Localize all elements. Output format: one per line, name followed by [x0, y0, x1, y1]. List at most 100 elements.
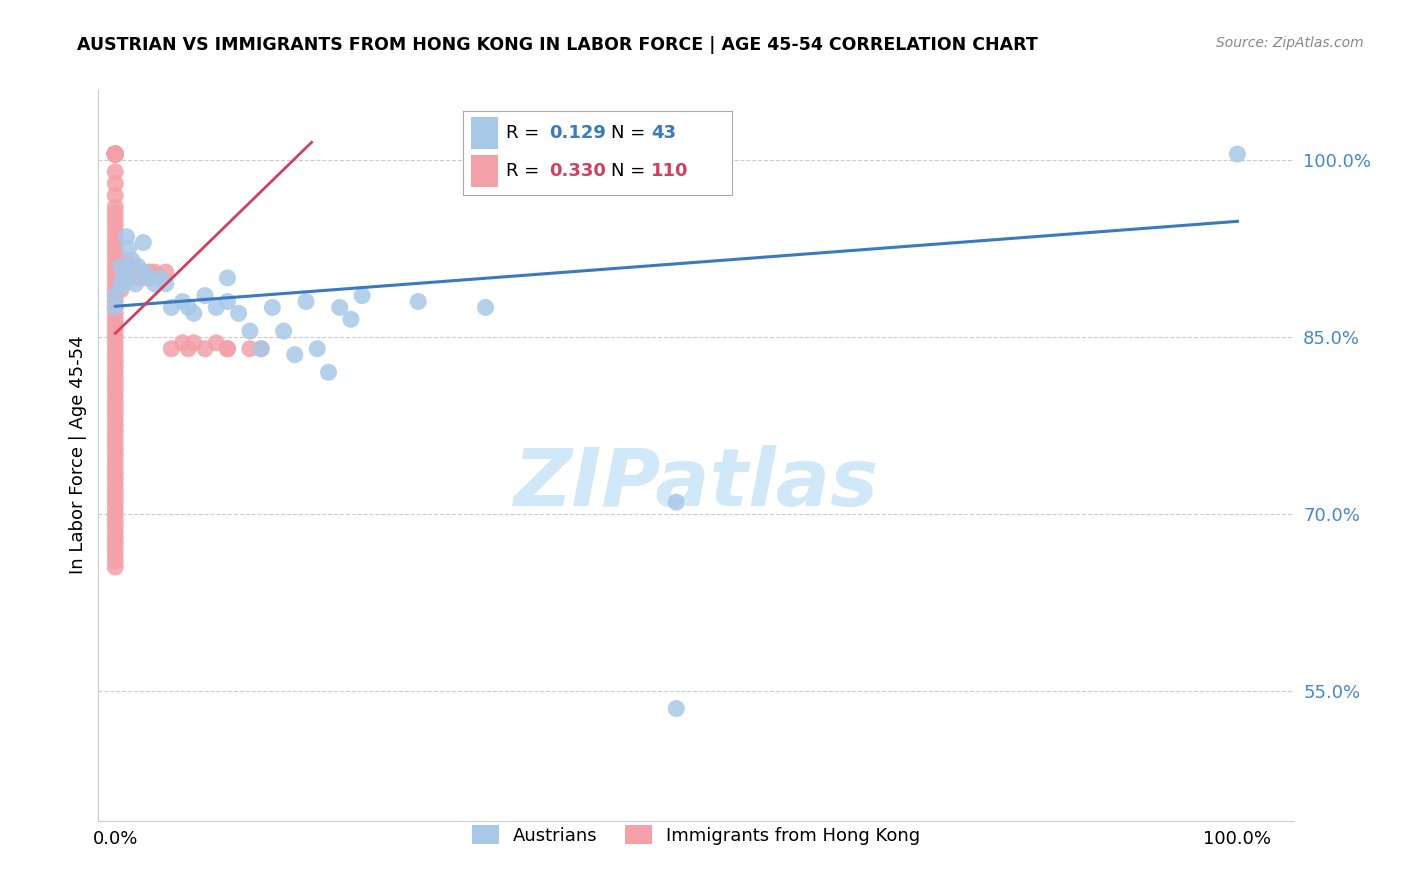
Point	[149, 271, 172, 285]
Point	[665, 701, 688, 715]
Point	[104, 229, 127, 244]
Point	[155, 265, 177, 279]
Point	[104, 318, 127, 333]
Point	[104, 365, 127, 379]
Point	[104, 147, 127, 161]
Point	[172, 335, 194, 350]
Point	[104, 353, 127, 368]
Y-axis label: In Labor Force | Age 45-54: In Labor Force | Age 45-54	[69, 335, 87, 574]
Point	[1226, 147, 1249, 161]
Point	[143, 265, 166, 279]
Point	[127, 271, 149, 285]
Point	[104, 259, 127, 273]
Point	[104, 401, 127, 415]
Point	[104, 425, 127, 439]
Point	[329, 301, 352, 315]
Point	[104, 507, 127, 521]
Point	[239, 342, 262, 356]
Point	[104, 147, 127, 161]
Point	[104, 454, 127, 468]
Point	[104, 348, 127, 362]
Point	[104, 177, 127, 191]
Point	[177, 342, 200, 356]
Point	[104, 477, 127, 491]
Point	[104, 560, 127, 574]
Point	[104, 253, 127, 268]
Point	[104, 466, 127, 480]
Point	[239, 324, 262, 338]
Point	[217, 342, 239, 356]
Point	[104, 147, 127, 161]
Legend: Austrians, Immigrants from Hong Kong: Austrians, Immigrants from Hong Kong	[464, 818, 928, 852]
Point	[112, 265, 135, 279]
Point	[112, 271, 135, 285]
Point	[194, 288, 217, 302]
Point	[104, 513, 127, 527]
Text: ZIPatlas: ZIPatlas	[513, 445, 879, 524]
Point	[295, 294, 318, 309]
Point	[104, 383, 127, 397]
Point	[104, 442, 127, 456]
Point	[665, 495, 688, 509]
Point	[104, 495, 127, 509]
Point	[104, 211, 127, 226]
Point	[104, 306, 127, 320]
Point	[104, 471, 127, 485]
Point	[110, 265, 132, 279]
Point	[121, 265, 143, 279]
Point	[104, 412, 127, 426]
Point	[104, 165, 127, 179]
Point	[284, 348, 307, 362]
Point	[132, 265, 155, 279]
Point	[160, 342, 183, 356]
Point	[183, 335, 205, 350]
Point	[104, 536, 127, 550]
Point	[205, 335, 228, 350]
Point	[138, 265, 160, 279]
Point	[340, 312, 363, 326]
Point	[112, 265, 135, 279]
Point	[115, 229, 138, 244]
Point	[104, 288, 127, 302]
Point	[110, 271, 132, 285]
Point	[115, 253, 138, 268]
Point	[104, 389, 127, 403]
Point	[104, 247, 127, 261]
Point	[217, 342, 239, 356]
Point	[104, 277, 127, 291]
Point	[104, 371, 127, 385]
Point	[104, 548, 127, 562]
Point	[104, 147, 127, 161]
Point	[104, 147, 127, 161]
Point	[127, 259, 149, 273]
Point	[104, 554, 127, 568]
Point	[104, 459, 127, 474]
Point	[110, 277, 132, 291]
Point	[250, 342, 273, 356]
Point	[110, 259, 132, 273]
Point	[110, 283, 132, 297]
Point	[118, 259, 141, 273]
Point	[110, 259, 132, 273]
Point	[112, 277, 135, 291]
Point	[138, 271, 160, 285]
Point	[104, 206, 127, 220]
Point	[104, 501, 127, 516]
Point	[104, 377, 127, 392]
Point	[104, 342, 127, 356]
Point	[104, 324, 127, 338]
Point	[262, 301, 284, 315]
Point	[104, 359, 127, 374]
Point	[205, 301, 228, 315]
Point	[104, 147, 127, 161]
Point	[104, 200, 127, 214]
Point	[121, 253, 143, 268]
Point	[172, 294, 194, 309]
Point	[104, 147, 127, 161]
Point	[104, 430, 127, 444]
Point	[104, 330, 127, 344]
Point	[104, 301, 127, 315]
Point	[104, 224, 127, 238]
Point	[406, 294, 429, 309]
Point	[104, 418, 127, 433]
